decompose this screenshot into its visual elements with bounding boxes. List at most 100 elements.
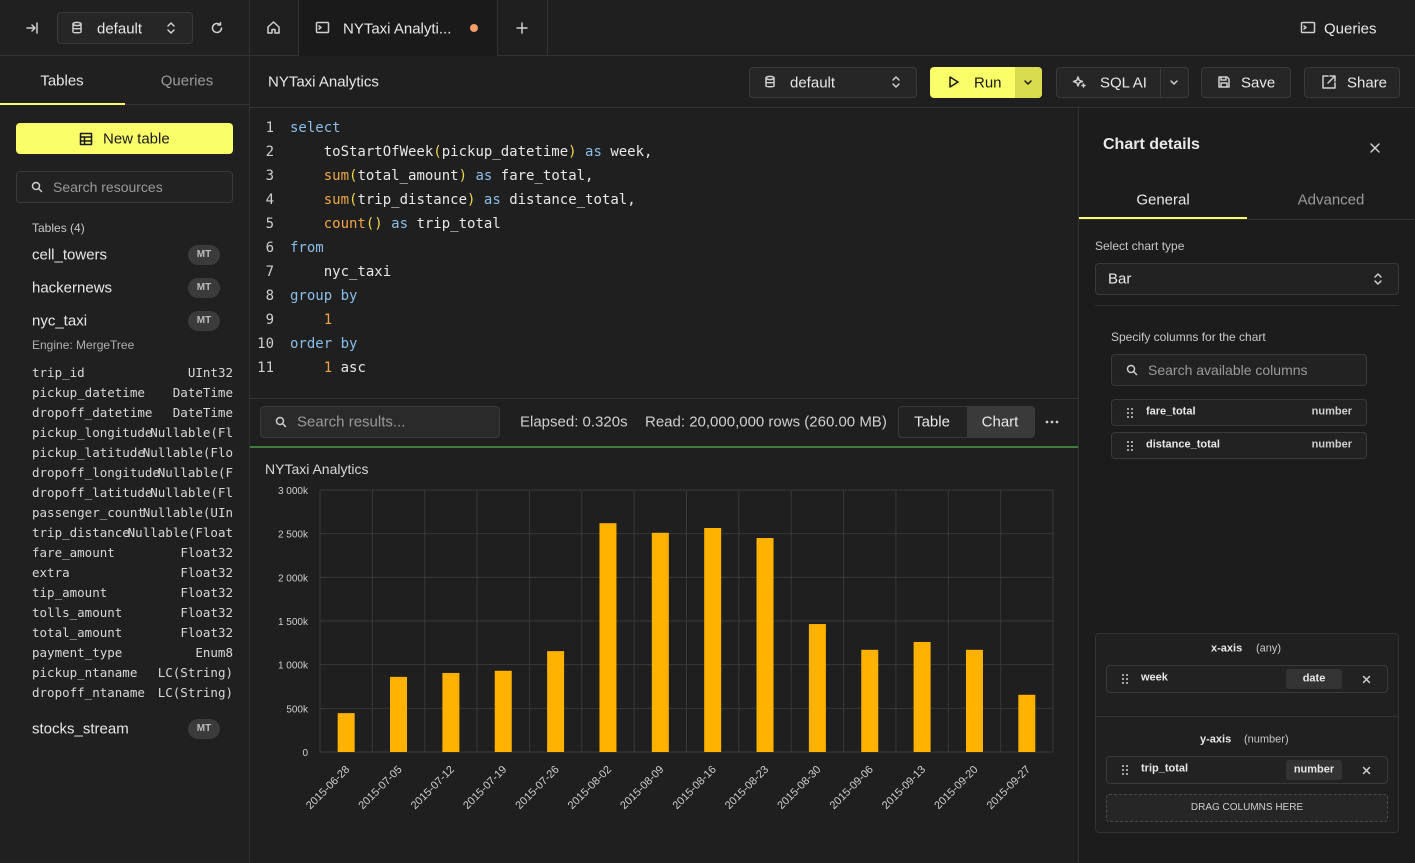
table-name[interactable]: cell_towers [32,248,107,263]
chevron-icon [1374,273,1382,285]
code-token: count [290,216,366,232]
new-tab-icon[interactable] [517,23,527,33]
database-name: default [97,22,142,37]
play-icon [949,76,959,88]
code-line: sum(total_amount) as fare_total, [290,169,593,183]
queries-link[interactable]: Queries [1324,22,1377,37]
column-type: date [1303,674,1326,685]
drag-handle[interactable] [1122,765,1128,775]
collapse-icon[interactable] [26,22,38,34]
column-name: fare_total [1146,407,1196,418]
column-name: dropoff_datetime [32,407,152,420]
rows-read: Read: 20,000,000 rows (260.00 MB) [645,415,887,430]
code-token: week, [610,144,652,160]
code-line: sum(trip_distance) as distance_total, [290,193,636,207]
save-label: Save [1241,76,1275,91]
query-title: NYTaxi Analytics [268,75,379,90]
chevron-icon [892,76,900,88]
line-number: 1 [266,121,274,135]
sidebar-tab[interactable]: Queries [161,74,214,89]
column-name: passenger_count [32,507,145,520]
table-name[interactable]: hackernews [32,281,112,296]
column-type: Nullable(F [158,467,233,480]
x-tick-label: 2015-09-20 [932,764,980,812]
y-tick-label: 1 000k [278,661,309,672]
code-token: trip_distance [357,192,467,208]
chart-title: NYTaxi Analytics [265,461,368,477]
close-icon[interactable] [1370,143,1380,153]
drag-handle[interactable] [1127,408,1133,418]
line-number: 3 [266,169,274,183]
y-tick-label: 2 000k [278,573,309,584]
column-name: dropoff_latitude [32,487,152,500]
view-button[interactable]: Chart [982,415,1019,430]
panel-tab[interactable]: Advanced [1298,193,1365,208]
view-button[interactable]: Table [914,415,950,430]
column-type: Float32 [180,587,233,600]
refresh-icon[interactable] [211,22,223,34]
code-token: sum [290,168,349,184]
x-tick-label: 2015-09-06 [828,764,876,812]
x-tick-label: 2015-08-30 [775,764,823,812]
code-token: asc [332,360,366,376]
line-number: 6 [266,241,274,255]
column-name: trip_total [1141,764,1188,775]
home-icon [267,21,280,34]
column-type: UInt32 [188,367,233,380]
x-tick-label: 2015-08-02 [566,764,614,812]
table-badge: MT [188,278,220,298]
remove-icon[interactable] [1363,676,1370,683]
more-icon[interactable] [1046,421,1058,423]
remove-icon[interactable] [1363,767,1370,774]
y-tick-label: 3 000k [278,486,309,497]
divider [250,398,1078,399]
divider [1095,305,1399,306]
x-tick-label: 2015-07-05 [356,764,404,812]
bar [914,642,931,752]
code-token: as [383,216,417,232]
search-placeholder: Search resources [53,180,163,194]
code-token: fare_total, [501,168,594,184]
code-token: as [577,144,611,160]
line-number: 10 [257,337,274,351]
y-tick-label: 0 [302,748,308,759]
table-name[interactable]: stocks_stream [32,722,129,737]
bar [442,673,459,752]
divider [1096,716,1398,717]
divider [1079,219,1415,220]
column-type: Float32 [180,567,233,580]
bar [966,650,983,752]
bar [757,538,774,752]
line-number: 5 [266,217,274,231]
code-token: as [467,168,501,184]
code-line: 1 [290,313,332,327]
drag-handle[interactable] [1127,441,1133,451]
bar [861,650,878,752]
column-name: dropoff_ntaname [32,687,145,700]
line-number: 7 [266,265,274,279]
code-token: ) [568,144,576,160]
panel-title: Chart details [1103,137,1200,153]
column-name: payment_type [32,647,122,660]
sidebar-tab[interactable]: Tables [40,74,83,89]
code-line: 1 asc [290,361,366,375]
columns-label: Specify columns for the chart [1111,331,1266,343]
search-icon [1127,365,1137,375]
drop-zone-label: DRAG COLUMNS HERE [1191,803,1303,813]
share-icon [1322,75,1336,89]
chart-type-select[interactable] [1095,263,1399,295]
column-type: DateTime [173,387,233,400]
database-icon [72,22,82,34]
code-token: trip_total [416,216,500,232]
table-name[interactable]: nyc_taxi [32,314,87,329]
column-name: extra [32,567,70,580]
code-token: as [475,192,509,208]
column-type: Float32 [180,607,233,620]
panel-tab[interactable]: General [1136,193,1189,208]
x-axis-label: x-axis [1211,644,1242,655]
column-type: Nullable(Fl [150,487,233,500]
column-name: tolls_amount [32,607,122,620]
chevron-icon [167,22,175,34]
drag-handle[interactable] [1122,674,1128,684]
